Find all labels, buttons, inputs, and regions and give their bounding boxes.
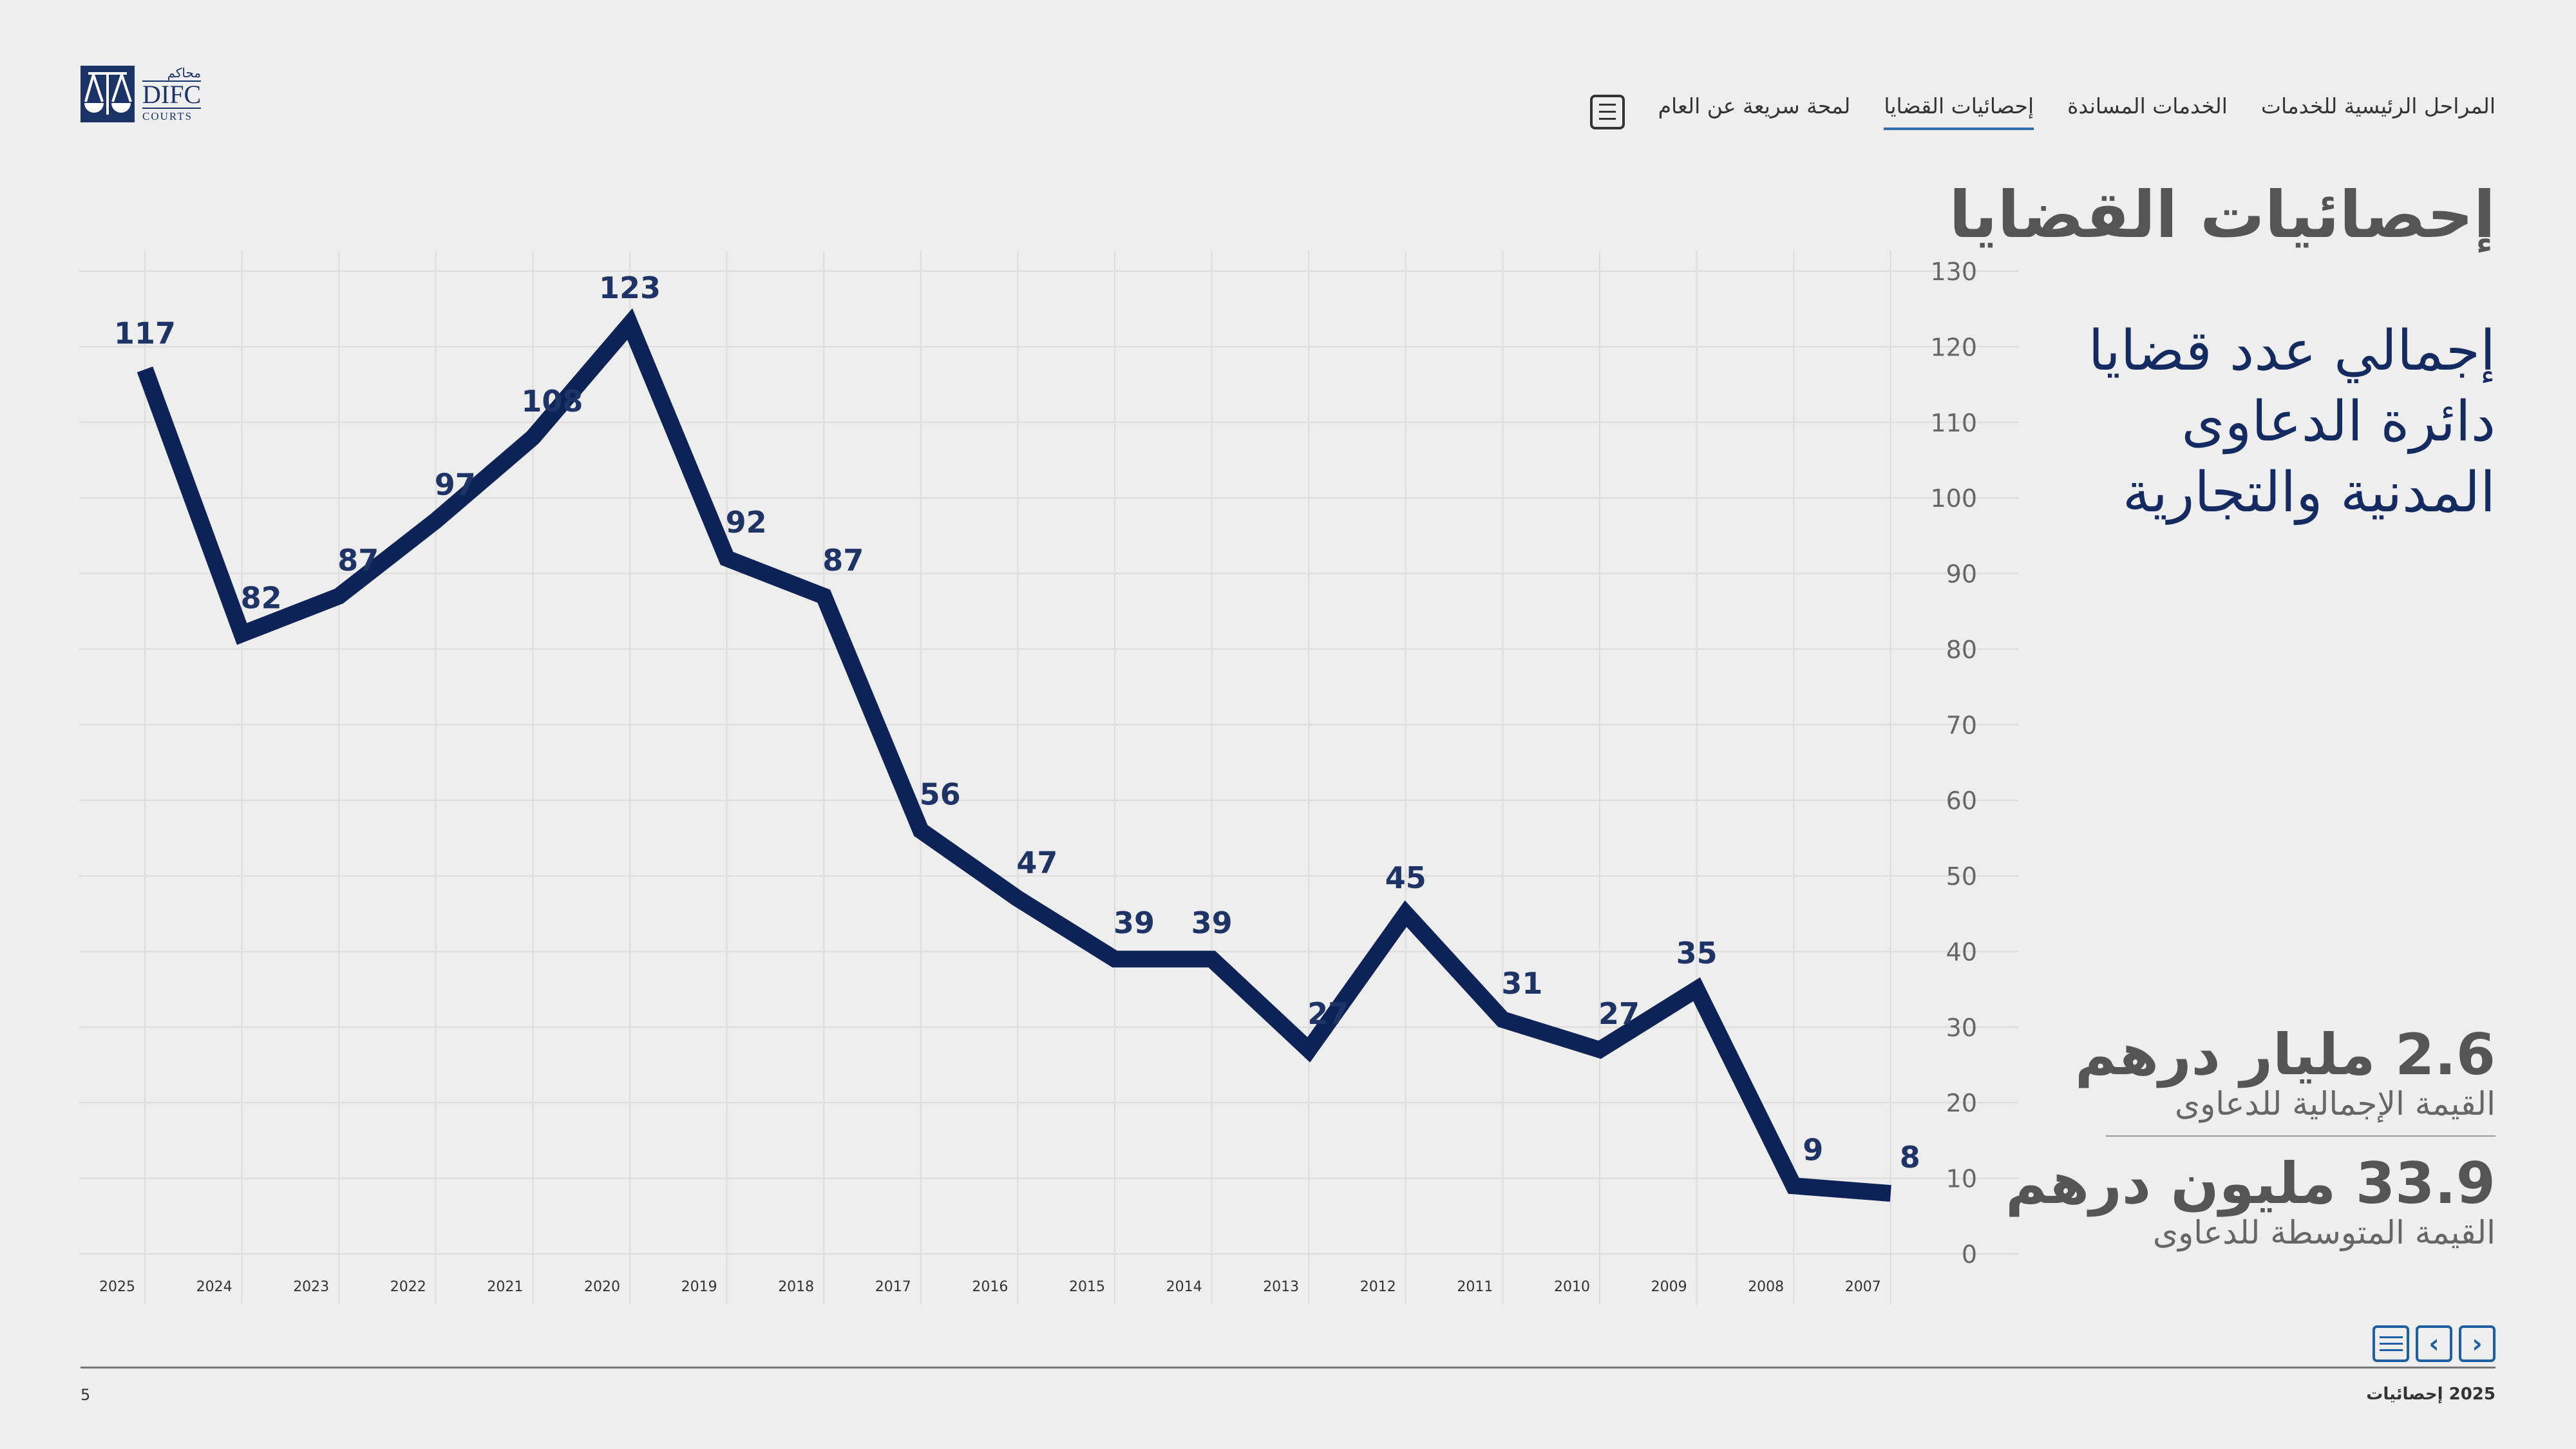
y-tick-label: 70 <box>1946 711 1977 739</box>
nav-item-overview[interactable]: لمحة سريعة عن العام <box>1658 93 1851 118</box>
y-tick-label: 20 <box>1946 1089 1977 1117</box>
y-tick-label: 10 <box>1946 1165 1977 1193</box>
page-number: 5 <box>80 1386 91 1404</box>
top-nav: لمحة سريعة عن العام إحصائيات القضايا الخ… <box>1589 93 2496 130</box>
y-tick-label: 120 <box>1930 333 1977 361</box>
menu-button[interactable] <box>2372 1325 2409 1362</box>
data-label: 27 <box>1598 996 1640 1031</box>
y-tick-label: 80 <box>1946 636 1977 664</box>
data-label: 35 <box>1676 936 1718 971</box>
logo-arabic: محاكم <box>142 66 202 82</box>
data-label: 39 <box>1113 905 1155 940</box>
x-tick-label: 2013 <box>1263 1279 1299 1295</box>
menu-list-icon <box>2379 1336 2403 1351</box>
y-tick-label: 50 <box>1946 862 1977 891</box>
data-label: 39 <box>1191 905 1233 940</box>
data-label: 31 <box>1501 966 1542 1001</box>
x-tick-label: 2016 <box>972 1279 1008 1295</box>
y-tick-label: 30 <box>1946 1014 1977 1042</box>
x-tick-label: 2009 <box>1651 1279 1687 1295</box>
x-tick-label: 2015 <box>1069 1279 1105 1295</box>
data-label: 45 <box>1385 860 1426 895</box>
x-tick-label: 2021 <box>487 1279 523 1295</box>
x-tick-label: 2024 <box>196 1279 232 1295</box>
footer-label: 2025 إحصائيات <box>2366 1385 2496 1404</box>
stat-average-value: 33.9 مليون درهم القيمة المتوسطة للدعاوى <box>2005 1153 2496 1251</box>
menu-list-icon[interactable] <box>1589 94 1625 129</box>
stat-total-value: 2.6 مليار درهم القيمة الإجمالية للدعاوى <box>2075 1024 2496 1122</box>
x-tick-label: 2022 <box>390 1279 426 1295</box>
x-tick-label: 2018 <box>778 1279 814 1295</box>
scales-icon <box>80 66 135 122</box>
data-label: 56 <box>920 777 961 812</box>
x-tick-label: 2007 <box>1845 1279 1881 1295</box>
divider <box>2106 1135 2496 1137</box>
data-label: 87 <box>337 543 379 578</box>
x-tick-label: 2023 <box>293 1279 329 1295</box>
logo-name: DIFC <box>142 80 202 109</box>
x-tick-label: 2020 <box>584 1279 620 1295</box>
data-label: 9 <box>1803 1132 1823 1167</box>
x-tick-label: 2019 <box>681 1279 717 1295</box>
data-label: 123 <box>599 270 661 305</box>
data-label: 8 <box>1900 1140 1920 1175</box>
page-title: إحصائيات القضايا <box>1949 177 2496 252</box>
y-tick-label: 60 <box>1946 787 1977 815</box>
chevron-left-icon: ‹ <box>2429 1329 2439 1359</box>
logo-sub: COURTS <box>142 110 193 122</box>
data-label: 117 <box>114 316 176 351</box>
data-label: 27 <box>1307 996 1349 1031</box>
x-tick-label: 2025 <box>99 1279 135 1295</box>
stat-value: 2.6 مليار درهم <box>2074 1021 2496 1088</box>
data-label: 87 <box>822 543 864 578</box>
x-tick-label: 2017 <box>875 1279 911 1295</box>
stat-label: القيمة المتوسطة للدعاوى <box>2152 1214 2496 1251</box>
x-tick-label: 2014 <box>1166 1279 1202 1295</box>
stat-value: 33.9 مليون درهم <box>2005 1150 2496 1217</box>
y-tick-label: 130 <box>1930 258 1977 286</box>
nav-item-support-services[interactable]: الخدمات المساندة <box>2067 93 2228 118</box>
y-tick-label: 90 <box>1946 560 1977 589</box>
x-tick-label: 2008 <box>1748 1279 1784 1295</box>
difc-courts-logo[interactable]: محاكم DIFC COURTS <box>80 66 202 122</box>
data-label: 92 <box>726 505 767 540</box>
nav-item-service-milestones[interactable]: المراحل الرئيسية للخدمات <box>2260 93 2496 118</box>
data-label: 97 <box>435 467 476 502</box>
x-tick-label: 2010 <box>1554 1279 1590 1295</box>
prev-button[interactable]: ‹ <box>2416 1325 2452 1362</box>
y-tick-label: 110 <box>1930 409 1977 437</box>
y-tick-label: 100 <box>1930 484 1977 513</box>
chevron-right-icon: › <box>2472 1329 2483 1359</box>
data-label: 108 <box>521 384 583 419</box>
stat-label: القيمة الإجمالية للدعاوى <box>2175 1085 2496 1122</box>
chart-subtitle: إجمالي عدد قضايا دائرة الدعاوى المدنية و… <box>2088 319 2496 525</box>
next-button[interactable]: › <box>2459 1325 2496 1362</box>
footer-divider <box>80 1367 2496 1368</box>
data-line <box>137 308 1891 1202</box>
y-tick-label: 0 <box>1962 1240 1977 1269</box>
nav-item-case-statistics[interactable]: إحصائيات القضايا <box>1884 93 2034 130</box>
x-tick-label: 2011 <box>1457 1279 1493 1295</box>
x-tick-label: 2012 <box>1360 1279 1396 1295</box>
slide-controls: ‹ › <box>2372 1325 2496 1362</box>
data-label: 82 <box>241 580 282 615</box>
data-label: 47 <box>1016 845 1057 880</box>
y-tick-label: 40 <box>1946 938 1977 966</box>
